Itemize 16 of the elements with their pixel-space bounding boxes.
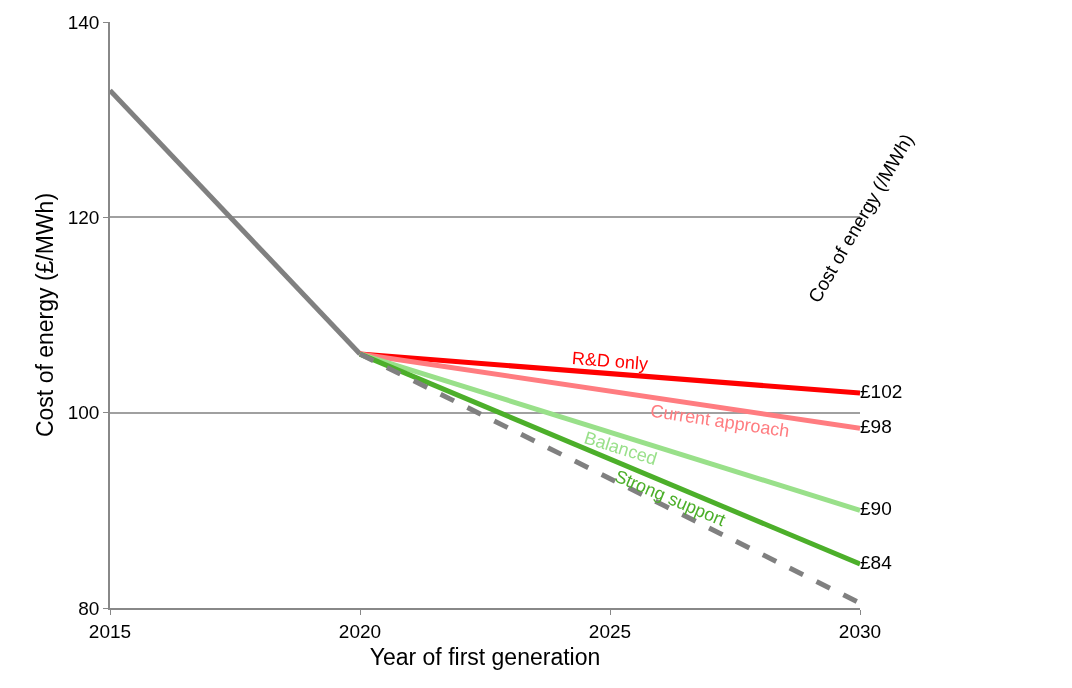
data-label: £90	[860, 498, 892, 520]
y-axis-title: Cost of energy (£/MWh)	[31, 192, 58, 438]
series-label: R&D only	[571, 348, 649, 374]
x-tick-label: 2030	[838, 620, 882, 642]
y-tick-label: 120	[67, 206, 100, 228]
text: Current approach	[649, 400, 791, 442]
x-tick-label: 2025	[588, 620, 632, 642]
x-tick-label: 2020	[338, 620, 382, 642]
data-label: £84	[860, 551, 893, 573]
y-tick-label: 140	[67, 11, 100, 33]
x-axis-title: Year of first generation	[369, 643, 601, 670]
data-label: £102	[860, 380, 903, 402]
data-label: £98	[860, 416, 892, 438]
y-tick-label: 100	[67, 402, 100, 424]
y-tick-label: 80	[78, 597, 100, 619]
x-tick-label: 2015	[88, 620, 132, 642]
